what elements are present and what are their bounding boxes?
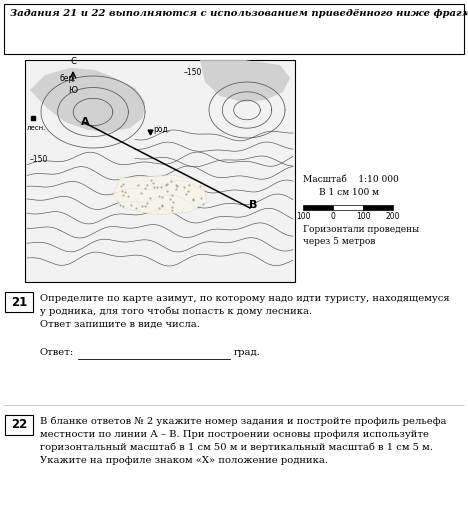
- Text: Ю: Ю: [68, 86, 78, 95]
- Bar: [25, 60, 295, 282]
- Text: –150: –150: [30, 156, 48, 164]
- Text: В бланке ответов № 2 укажите номер задания и постройте профиль рельефа
местности: В бланке ответов № 2 укажите номер задан…: [40, 417, 446, 465]
- Polygon shape: [30, 68, 145, 132]
- Text: Ответ:: Ответ:: [40, 348, 74, 357]
- Text: –150: –150: [184, 68, 202, 77]
- Polygon shape: [113, 175, 207, 215]
- Text: С: С: [70, 57, 76, 66]
- Text: 21: 21: [11, 295, 27, 309]
- Text: лесн.: лесн.: [27, 125, 46, 131]
- Bar: [5, 292, 33, 312]
- Bar: [4, 4, 464, 54]
- Text: 0: 0: [330, 212, 336, 221]
- Bar: [333, 205, 363, 210]
- Text: 100: 100: [356, 212, 370, 221]
- Bar: [5, 415, 33, 435]
- Text: А: А: [80, 117, 89, 127]
- Bar: [363, 205, 393, 210]
- Text: 100: 100: [296, 212, 310, 221]
- Text: град.: град.: [234, 348, 261, 357]
- Text: Задания 21 и 22 выполняются с использованием приведённого ниже фрагмента топогра: Задания 21 и 22 выполняются с использова…: [10, 8, 468, 18]
- Text: Горизонтали проведены
через 5 метров: Горизонтали проведены через 5 метров: [303, 225, 419, 246]
- Text: 22: 22: [11, 418, 27, 432]
- Text: род.: род.: [153, 125, 170, 135]
- Text: Определите по карте азимут, по которому надо идти туристу, находящемуся
у родник: Определите по карте азимут, по которому …: [40, 294, 450, 329]
- Bar: [303, 205, 333, 210]
- Text: В: В: [249, 200, 257, 210]
- Text: Масштаб    1:10 000: Масштаб 1:10 000: [303, 175, 399, 184]
- Text: В 1 см 100 м: В 1 см 100 м: [319, 188, 379, 197]
- Polygon shape: [200, 60, 290, 102]
- Text: бер.: бер.: [60, 74, 77, 83]
- Text: 200: 200: [386, 212, 400, 221]
